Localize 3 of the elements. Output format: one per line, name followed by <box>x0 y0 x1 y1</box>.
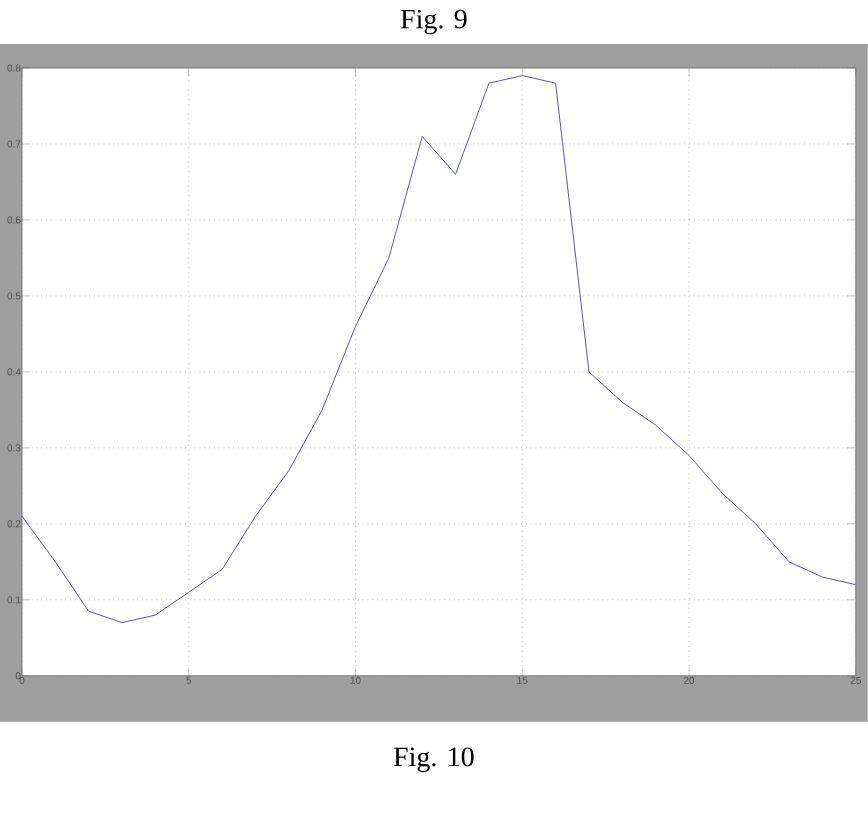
line-series <box>22 75 856 624</box>
caption: Fig. 9 <box>400 9 467 35</box>
caption: Fig. 10 <box>393 747 474 773</box>
